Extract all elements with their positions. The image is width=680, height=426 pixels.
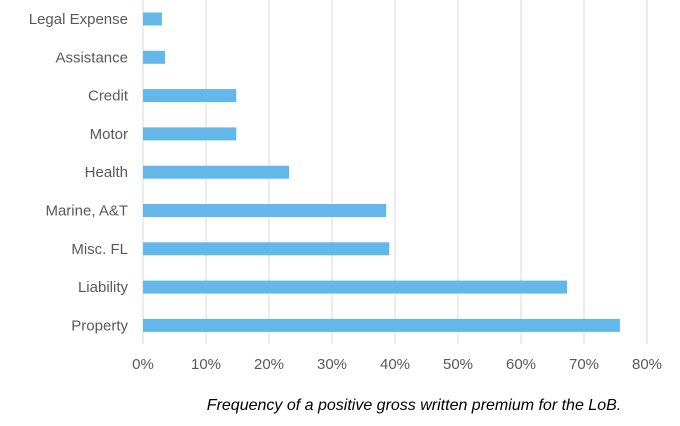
category-label: Liability (78, 279, 129, 296)
bar (143, 50, 166, 64)
category-labels: Legal Expense Assistance Credit Motor Health… (29, 11, 129, 334)
x-tick-label: 40% (380, 356, 410, 373)
chart-caption: Frequency of a positive gross written pr… (207, 397, 621, 414)
bar (143, 280, 567, 294)
category-label: Marine, A&T (45, 203, 128, 220)
bar (143, 204, 387, 217)
x-tick-labels: 0% 10% 20% 30% 40% 50% 60% 70% 80% (132, 356, 662, 373)
x-tick-label: 30% (317, 356, 347, 373)
category-label: Motor (90, 126, 128, 143)
category-label: Health (85, 164, 128, 181)
category-label: Misc. FL (71, 241, 128, 258)
x-tick-label: 50% (443, 356, 473, 373)
bar (143, 242, 390, 256)
category-label: Credit (88, 88, 129, 105)
bar (143, 318, 620, 332)
bar (143, 127, 237, 141)
category-label: Assistance (55, 49, 128, 66)
x-tick-label: 0% (132, 356, 154, 373)
x-tick-label: 80% (632, 356, 662, 373)
bar (143, 89, 237, 103)
gridlines (142, 0, 648, 344)
x-tick-label: 70% (569, 356, 599, 373)
bar (143, 165, 290, 179)
category-label: Property (71, 317, 128, 334)
x-tick-label: 20% (254, 356, 284, 373)
bar (143, 12, 162, 26)
category-label: Legal Expense (29, 11, 128, 28)
bars (143, 12, 620, 332)
x-tick-label: 60% (506, 356, 536, 373)
x-tick-label: 10% (191, 356, 221, 373)
